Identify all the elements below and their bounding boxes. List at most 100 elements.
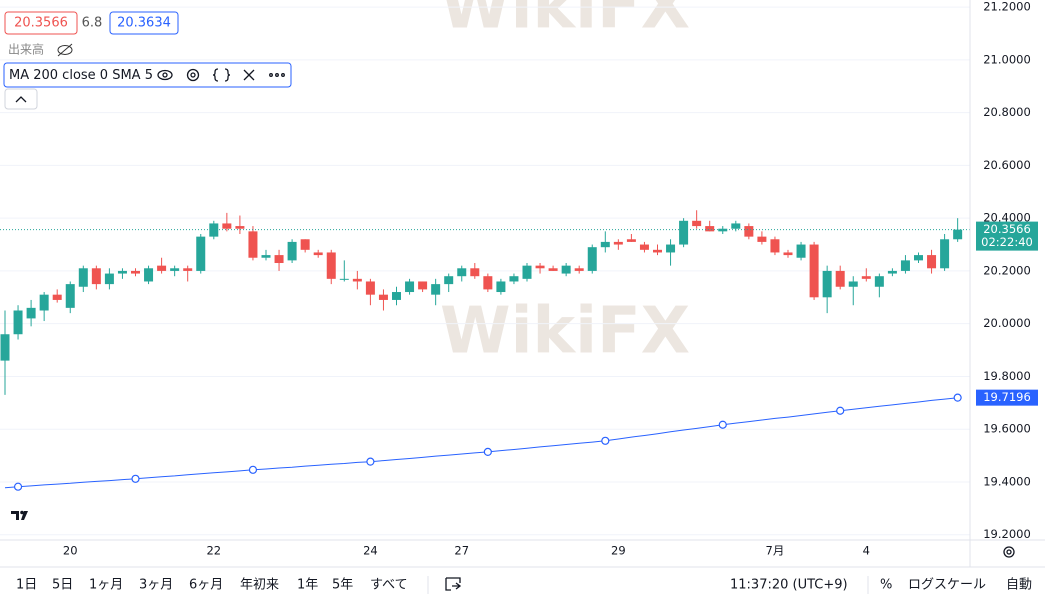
candle-body — [548, 268, 558, 271]
candle-body — [13, 310, 23, 335]
x-tick-label: 29 — [611, 544, 626, 558]
y-tick-label: 20.8000 — [983, 105, 1031, 119]
candle-body — [457, 268, 467, 277]
ma-marker — [718, 420, 727, 429]
candle-body — [287, 241, 297, 261]
candle-body — [352, 278, 362, 282]
ma-marker — [483, 447, 492, 456]
candle-body — [574, 268, 584, 271]
y-tick-label: 19.6000 — [983, 422, 1031, 436]
candle-body — [783, 252, 793, 256]
candle-body — [600, 241, 610, 248]
plot — [0, 6, 970, 536]
y-tick-label: 20.6000 — [983, 158, 1031, 172]
candle-body — [196, 236, 206, 271]
candle-body — [222, 223, 232, 229]
y-tick-label: 19.4000 — [983, 474, 1031, 488]
candle-body — [887, 270, 897, 274]
candle-body — [861, 276, 871, 279]
candle-body — [131, 270, 140, 274]
indicator-legend[interactable] — [3, 62, 292, 88]
ma-line — [4, 397, 958, 489]
watermark: WikiFX — [440, 295, 690, 369]
candle-body — [470, 268, 480, 277]
x-tick-label: 27 — [454, 544, 469, 558]
candle-body — [261, 255, 271, 258]
candle-body — [104, 273, 114, 285]
candle-body — [744, 226, 754, 237]
bottom-toolbar: 1日 5日 1ヶ月 3ヶ月 6ヶ月 年初来 1年 5年 すべて 11:37:20 (UTC+9)%… — [16, 578, 1032, 593]
candle-body — [444, 276, 454, 285]
candle-body — [183, 268, 193, 271]
range-button[interactable]: 3ヶ月 — [139, 578, 173, 593]
candle-body — [418, 281, 428, 290]
ma-marker — [836, 406, 845, 415]
collapse-icon[interactable] — [15, 96, 27, 103]
range-button[interactable]: 6ヶ月 — [189, 578, 223, 593]
candle-body — [822, 270, 832, 298]
candle-body — [835, 270, 845, 287]
volume-label: 出来高 — [8, 42, 44, 57]
collapse-button[interactable] — [4, 88, 38, 110]
ask-price[interactable]: 20.3634 — [117, 16, 171, 31]
range-button[interactable]: 5日 — [52, 578, 73, 593]
candle-body — [313, 252, 323, 256]
range-button[interactable]: 1日 — [16, 578, 37, 593]
y-tick-label: 20.4000 — [983, 211, 1031, 225]
last-price-label: 20.3566 — [983, 222, 1031, 236]
candle-body — [639, 244, 649, 250]
candle-body — [770, 239, 780, 253]
ma-price-box — [976, 389, 1038, 406]
range-button[interactable]: 1ヶ月 — [89, 578, 123, 593]
candle-body — [666, 244, 676, 253]
y-tick-label: 20.0000 — [983, 316, 1031, 330]
ma-marker — [131, 474, 140, 483]
log-toggle[interactable]: ログスケール — [908, 578, 986, 593]
compare-icon[interactable] — [445, 577, 462, 591]
candle-body — [953, 229, 963, 240]
ask-box[interactable] — [109, 11, 179, 35]
percent-toggle[interactable]: % — [880, 578, 892, 593]
candle-body — [405, 281, 415, 293]
candle-body — [757, 236, 767, 242]
candle-body — [914, 255, 923, 261]
candle-body — [248, 231, 258, 258]
candle-body — [731, 223, 741, 229]
settings-icon[interactable] — [1003, 546, 1015, 558]
watermarks: WikiFX WikiFX — [440, 0, 690, 369]
x-tick-label: 4 — [863, 544, 870, 558]
indicator-name[interactable]: MA 200 close 0 SMA 5 — [9, 68, 153, 83]
candle-body — [300, 239, 310, 250]
indicator-icons[interactable] — [157, 68, 285, 82]
candle-body — [496, 281, 506, 293]
bid-price[interactable]: 20.3566 — [14, 16, 68, 31]
hide-icon[interactable] — [57, 43, 73, 57]
x-tick-label: 22 — [206, 544, 221, 558]
candle-body — [679, 220, 689, 245]
candle-body — [848, 281, 858, 287]
candle-body — [39, 294, 49, 311]
x-tick-label: 7月 — [766, 544, 785, 558]
auto-toggle[interactable]: 自動 — [1006, 578, 1032, 593]
candle-body — [613, 241, 623, 245]
candle-body — [170, 268, 180, 271]
range-button[interactable]: すべて — [370, 578, 408, 593]
candle-body — [431, 284, 441, 295]
range-button[interactable]: 1年 — [297, 578, 318, 593]
candle-body — [365, 281, 375, 295]
candle-body — [900, 260, 910, 271]
range-button[interactable]: 5年 — [332, 578, 353, 593]
candle-body — [718, 228, 728, 232]
candle-body — [626, 239, 636, 242]
range-button[interactable]: 年初来 — [240, 578, 279, 593]
candle-body — [535, 265, 545, 269]
spread: 6.8 — [82, 16, 103, 31]
x-tick-label: 20 — [63, 544, 78, 558]
clock: 11:37:20 (UTC+9) — [730, 578, 848, 593]
candle-body — [653, 249, 662, 253]
ma-marker — [366, 457, 375, 466]
y-tick-label: 20.2000 — [983, 263, 1031, 277]
candle-body — [509, 276, 519, 282]
bid-box[interactable] — [4, 11, 78, 35]
